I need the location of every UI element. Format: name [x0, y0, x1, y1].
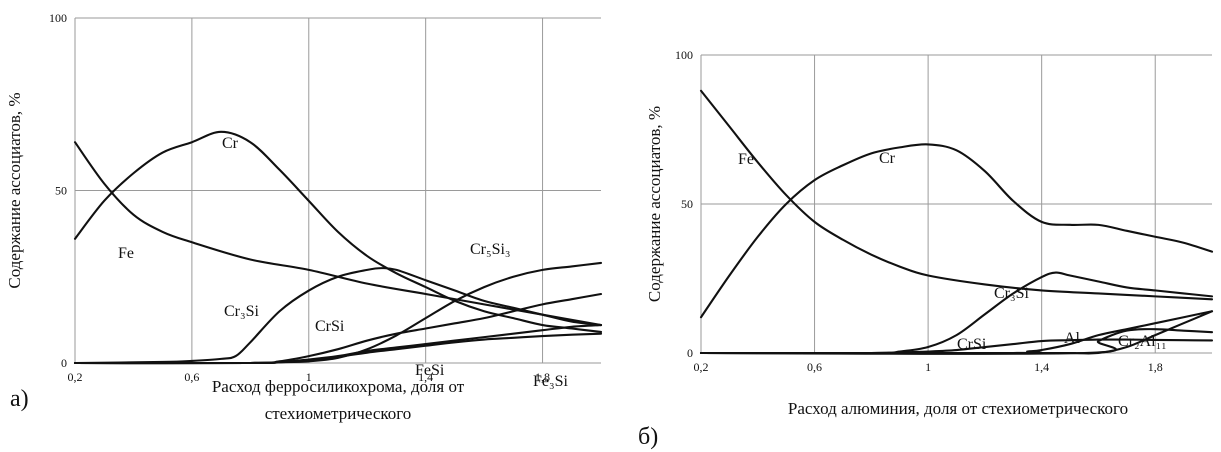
series-label-fe: Fe [118, 245, 134, 262]
y-tick-label: 100 [49, 11, 67, 25]
x-tick-label: 1 [306, 370, 312, 384]
series-line-fe [73, 141, 603, 327]
series-label-cr3si: Cr₃Si [224, 303, 259, 320]
series-line-fe [699, 89, 1214, 301]
x-tick-label: 1,4 [1034, 360, 1049, 374]
series-label-al: Al [1064, 330, 1081, 347]
chart-panel-a: 0,2 0,6 1 1,4 1,8 0 50 100 Содержание ассоциатов… [5, 11, 603, 423]
x-tick-label: 0,2 [694, 360, 709, 374]
x-tick-label: 1 [925, 360, 931, 374]
chart-panel-b: 0,2 0,6 1 1,4 1,8 0 50 100 Содержание ассоциатов… [638, 48, 1214, 450]
y-axis-label: Содержание ассоциатов, % [645, 106, 664, 302]
x-tick-label: 0,6 [807, 360, 822, 374]
x-tick-label: 0,6 [184, 370, 199, 384]
y-tick-label: 0 [687, 346, 693, 360]
series-label-cr: Cr [222, 135, 239, 152]
x-axis-label: Расход ферросиликохрома, доля от [212, 377, 465, 396]
series-label-cr3si: Cr₃Si [994, 285, 1029, 302]
x-tick-label: 1,4 [418, 370, 433, 384]
series-label-fesi: FeSi [415, 362, 445, 379]
series-label-cr2al11: Cr₂Al₁₁ [1118, 333, 1167, 350]
series-label-crsi: CrSi [957, 336, 987, 353]
y-tick-label: 50 [55, 184, 67, 198]
series-line-fesi [73, 332, 603, 365]
series-line-cr [73, 130, 603, 333]
series-label-cr: Cr [879, 150, 896, 167]
series-label-fe3si: Fe₃Si [533, 373, 568, 390]
y-tick-label: 50 [681, 197, 693, 211]
series-label-cr5si3: Cr₅Si₃ [470, 241, 511, 258]
x-tick-label: 1,8 [1148, 360, 1163, 374]
series-label-fe: Fe [738, 151, 754, 168]
x-axis-label: Расход алюминия, доля от стехиометрическ… [788, 399, 1128, 418]
y-axis-label: Содержание ассоциатов, % [5, 92, 24, 288]
series-line-cr [699, 143, 1214, 319]
series-line-unlabeled [699, 310, 1214, 355]
series-line-crsi [73, 261, 603, 365]
series-line-crsi [73, 267, 603, 365]
x-tick-label: 1,8 [535, 370, 550, 384]
y-tick-label: 100 [675, 48, 693, 62]
x-tick-label: 0,2 [68, 370, 83, 384]
panel-label: а) [10, 386, 29, 412]
panel-label: б) [638, 424, 658, 450]
series-label-crsi: CrSi [315, 318, 345, 335]
y-tick-label: 0 [61, 356, 67, 370]
x-axis-label: стехиометрического [265, 404, 412, 423]
